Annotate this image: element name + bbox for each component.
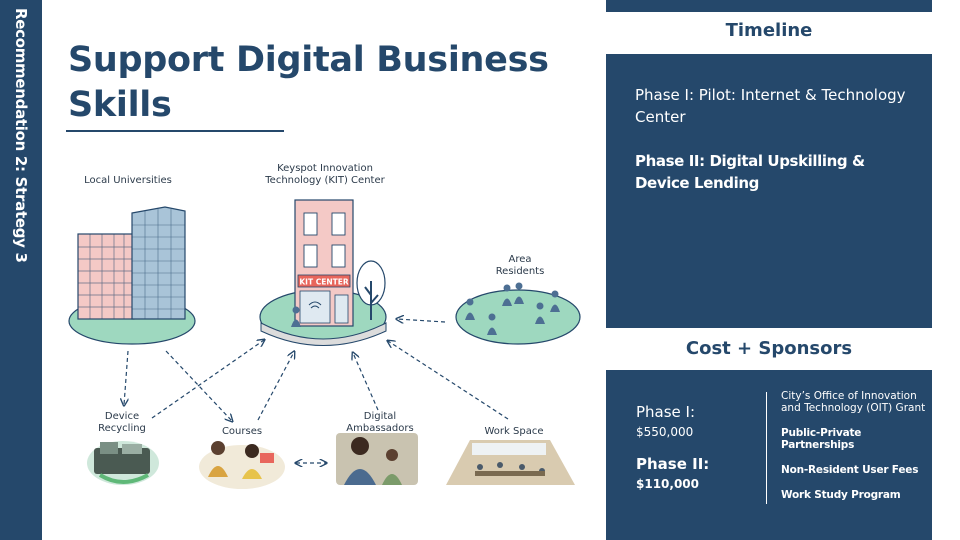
connection-arrows: [124, 319, 509, 463]
universities-label: Local Universities: [84, 175, 172, 186]
cost-phases: Phase I: $550,000 Phase II: $110,000: [636, 403, 746, 491]
sidebar: Recommendation 2: Strategy 3: [0, 0, 42, 540]
timeline-phase1: Phase I: Pilot: Internet & Technology Ce…: [635, 86, 906, 126]
title-underline: [66, 130, 284, 132]
kit-sign-label: KIT CENTER: [299, 278, 348, 287]
page-title: Support Digital Business Skills: [68, 40, 549, 125]
timeline-panel: Phase I: Pilot: Internet & Technology Ce…: [606, 54, 932, 328]
cost-phase2-amount: $110,000: [636, 477, 700, 491]
cost-phase1-amount: $550,000: [636, 425, 694, 439]
top-accent-bar: [606, 0, 932, 12]
sponsor-list: City’s Office of Innovation and Technolo…: [781, 390, 926, 514]
cost-phase2-label: Phase II:: [636, 455, 710, 473]
residents-label: Area Residents: [495, 254, 545, 277]
timeline-heading: Timeline: [725, 20, 813, 41]
cost-panel: Phase I: $550,000 Phase II: $110,000 Cit…: [606, 370, 932, 540]
diagram-artwork: KIT CENTER: [68, 199, 581, 489]
kit-center-illustration: KIT CENTER: [259, 199, 387, 346]
sponsor-item: City’s Office of Innovation and Technolo…: [781, 390, 926, 414]
workspace-image: [446, 440, 575, 485]
sponsor-item: Work Study Program: [781, 489, 901, 501]
kit-center-label: Keyspot Innovation Technology (KIT) Cent…: [265, 163, 385, 186]
device-recycling-image: [87, 441, 159, 485]
courses-image: [199, 441, 285, 489]
ambassadors-image: [336, 433, 418, 485]
sponsor-item: Non-Resident User Fees: [781, 464, 919, 476]
residents-illustration: [455, 282, 581, 345]
courses-label: Courses: [221, 426, 263, 437]
cost-phase1-label: Phase I:: [636, 403, 696, 421]
ambassadors-label: Digital Ambassadors: [346, 411, 414, 434]
workspace-label: Work Space: [484, 426, 544, 437]
cost-heading: Cost + Sponsors: [685, 338, 853, 359]
cost-divider: [766, 392, 767, 504]
sponsor-item: Public-Private Partnerships: [781, 427, 862, 451]
device-recycling-label: Device Recycling: [98, 411, 146, 434]
sidebar-label: Recommendation 2: Strategy 3: [12, 8, 30, 263]
ecosystem-diagram: KIT CENTER: [60, 155, 600, 540]
timeline-phase2: Phase II: Digital Upskilling & Device Le…: [635, 152, 865, 192]
universities-illustration: [68, 206, 196, 345]
